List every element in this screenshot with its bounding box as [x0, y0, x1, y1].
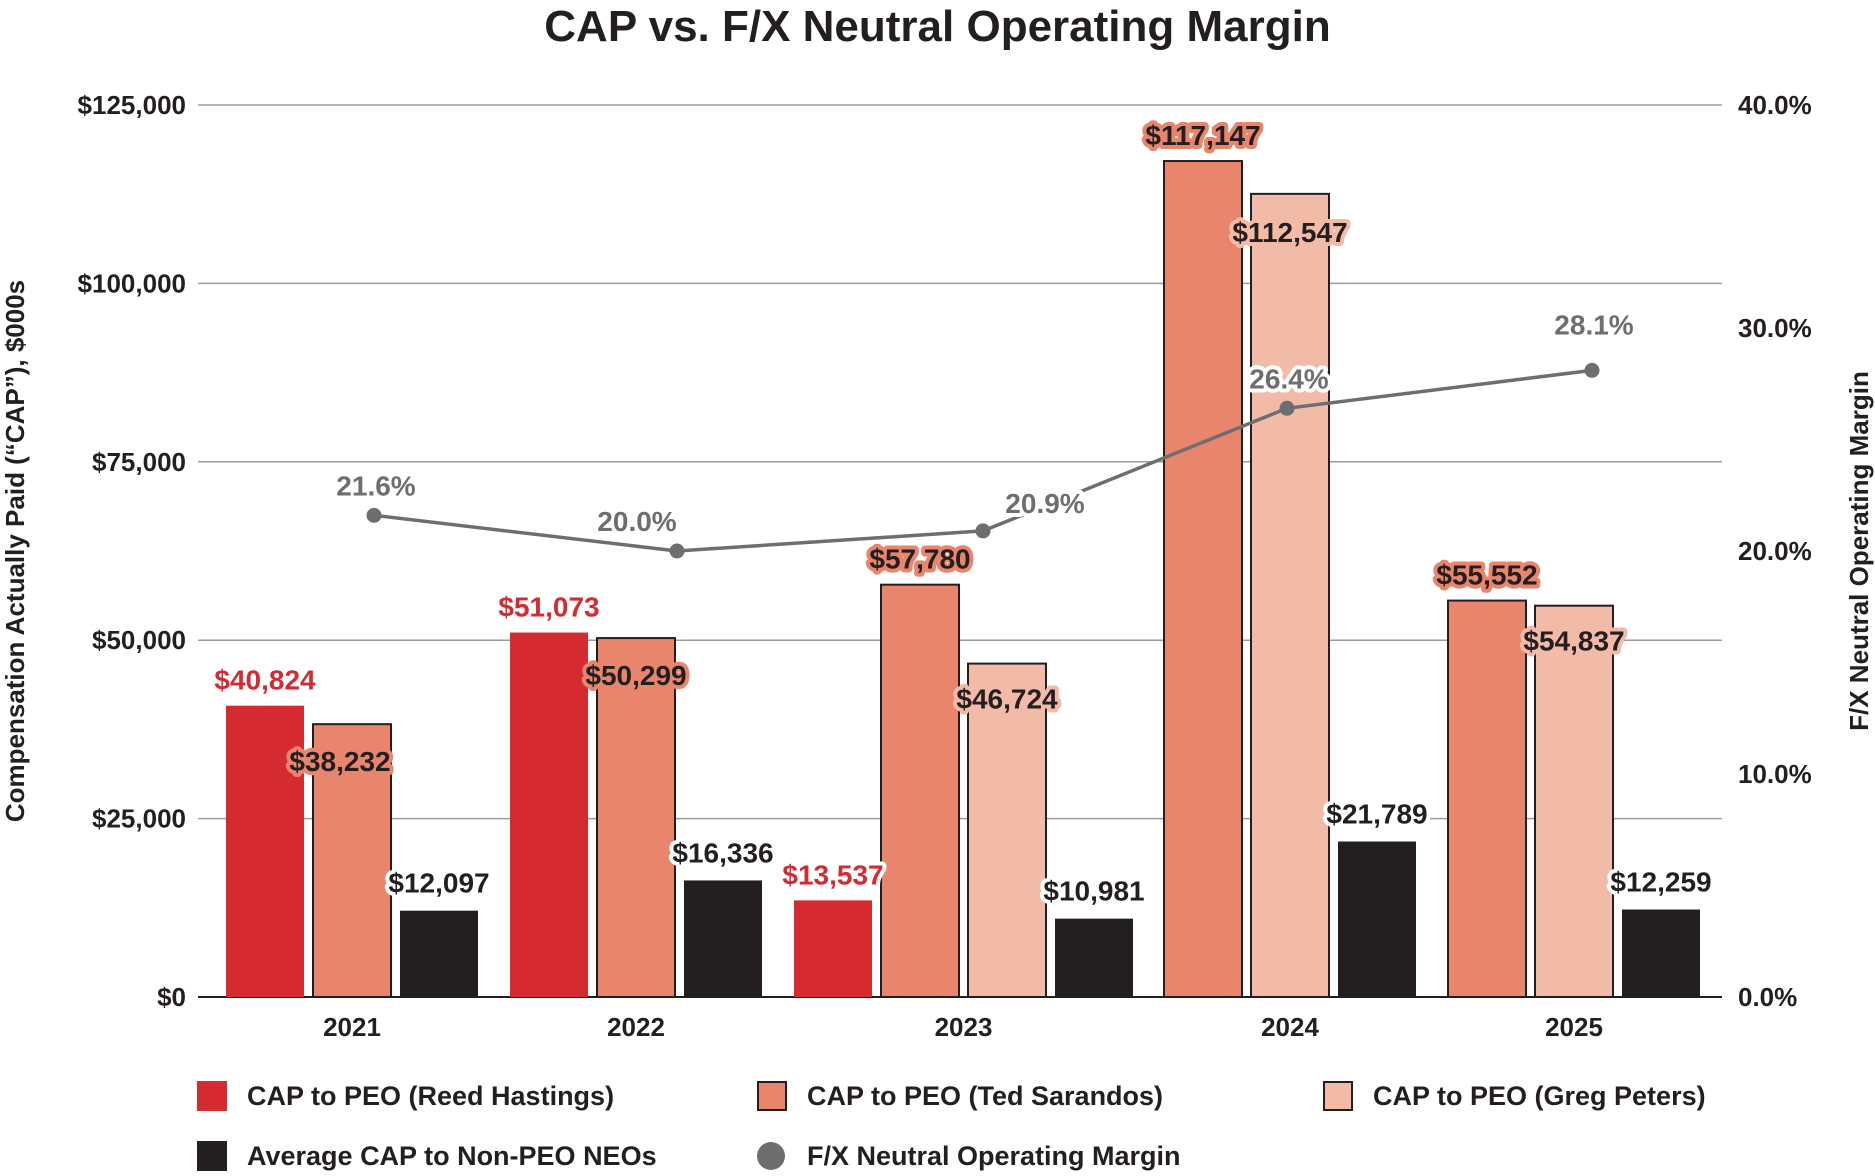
- bar-2022: [684, 880, 762, 997]
- bar-2025: [1622, 909, 1700, 997]
- bar-2024: [1338, 841, 1416, 997]
- margin-point: [1279, 400, 1295, 416]
- margin-label: 20.9%: [1005, 488, 1084, 519]
- x-tick-label: 2023: [935, 1012, 993, 1042]
- bar-2025: [1534, 604, 1614, 998]
- data-label: $57,780: [869, 544, 970, 575]
- data-label: $51,073: [498, 592, 599, 623]
- y-tick-label: $0: [157, 982, 186, 1012]
- data-label: $38,232: [289, 746, 390, 777]
- axes: $0 $25,000 $50,000 $75,000 $100,000 $125,000 0…: [0, 90, 1874, 1042]
- x-tick-label: 2022: [607, 1012, 665, 1042]
- data-label: $40,824: [214, 665, 316, 696]
- data-label: $21,789: [1326, 799, 1427, 830]
- data-label: $10,981: [1043, 876, 1144, 907]
- margin-label: 20.0%: [597, 506, 676, 537]
- bar-2021: [400, 910, 478, 997]
- margin-line: [366, 362, 1600, 559]
- y-axis-title: Compensation Actually Paid (“CAP”), $000…: [0, 280, 30, 822]
- y2-tick-label: 40.0%: [1738, 90, 1812, 120]
- y2-tick-label: 0.0%: [1738, 982, 1797, 1012]
- data-label: $46,724: [956, 684, 1058, 715]
- data-labels: $40,824 $38,232 $12,097 $51,073 $50,299 $16,3…: [210, 116, 1715, 911]
- y2-axis-title: F/X Neutral Operating Margin: [1844, 371, 1874, 731]
- margin-point: [975, 523, 991, 539]
- data-label: $50,299: [585, 660, 686, 691]
- bar-2023: [880, 583, 960, 999]
- margin-label: 28.1%: [1554, 309, 1633, 340]
- bar-2021: [226, 705, 304, 997]
- bar-2022: [510, 632, 588, 997]
- y-tick-label: $100,000: [78, 268, 186, 298]
- y2-tick-label: 20.0%: [1738, 536, 1812, 566]
- x-tick-label: 2021: [323, 1012, 381, 1042]
- bar-2021: [312, 723, 392, 998]
- margin-label: 21.6%: [336, 470, 415, 501]
- margin-point: [1584, 362, 1600, 378]
- data-label: $54,837: [1523, 626, 1624, 657]
- x-tick-label: 2024: [1261, 1012, 1319, 1042]
- bar-2023: [1055, 918, 1133, 997]
- data-label: $16,336: [672, 837, 773, 868]
- margin-point: [669, 543, 685, 559]
- data-label: $13,537: [782, 859, 883, 890]
- y2-tick-label: 10.0%: [1738, 759, 1812, 789]
- bar-2024: [1163, 160, 1243, 998]
- bar-2025: [1447, 599, 1527, 998]
- data-label: $12,097: [388, 868, 489, 899]
- bar-2022: [596, 637, 676, 998]
- y2-tick-label: 30.0%: [1738, 313, 1812, 343]
- data-label: $112,547: [1232, 217, 1347, 248]
- y-tick-label: $125,000: [78, 90, 186, 120]
- x-tick-label: 2025: [1545, 1012, 1603, 1042]
- bars: [226, 160, 1700, 999]
- data-label: $117,147: [1145, 120, 1260, 151]
- y-tick-label: $50,000: [92, 625, 186, 655]
- margin-label: 26.4%: [1249, 363, 1328, 394]
- bar-2023: [967, 662, 1047, 998]
- bar-2023: [794, 900, 872, 997]
- chart-title: CAP vs. F/X Neutral Operating Margin: [544, 2, 1331, 51]
- bar-2024: [1250, 192, 1330, 998]
- margin-point: [366, 507, 382, 523]
- data-label: $55,552: [1436, 560, 1537, 591]
- data-label: $12,259: [1610, 867, 1711, 898]
- y-tick-label: $75,000: [92, 447, 186, 477]
- y-tick-label: $25,000: [92, 804, 186, 834]
